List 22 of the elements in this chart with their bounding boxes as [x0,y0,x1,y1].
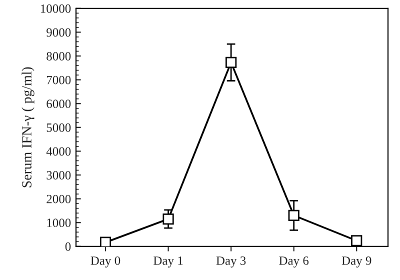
y-tick-label: 2000 [46,194,71,204]
point [351,235,362,246]
point [226,56,237,68]
x-tick-label: Day 0 [90,256,120,268]
x-tick-label: Day 3 [216,256,246,268]
x-tick-label: Day 6 [279,256,309,268]
x-tick-label: Day 1 [154,256,183,268]
y-tick-label: 3000 [46,171,71,180]
y-tick-label: 7000 [46,76,71,84]
y-tick-label: 1000 [47,218,71,228]
y-tick-label: 4000 [46,147,71,156]
point [162,213,174,225]
y-tick-label: 10000 [40,4,71,13]
point [100,236,112,246]
y-tick-label: 9000 [46,28,71,37]
y-tick-label: 5000 [46,123,71,132]
y-tick-label: 6000 [46,100,71,108]
y-tick-label: 8000 [46,52,71,60]
y-tick-label: 0 [65,242,71,251]
x-tick-label: Day 9 [342,256,372,268]
point [288,210,300,222]
y-axis-title: Serum IFN-γ ( pg/ml) [22,67,34,188]
